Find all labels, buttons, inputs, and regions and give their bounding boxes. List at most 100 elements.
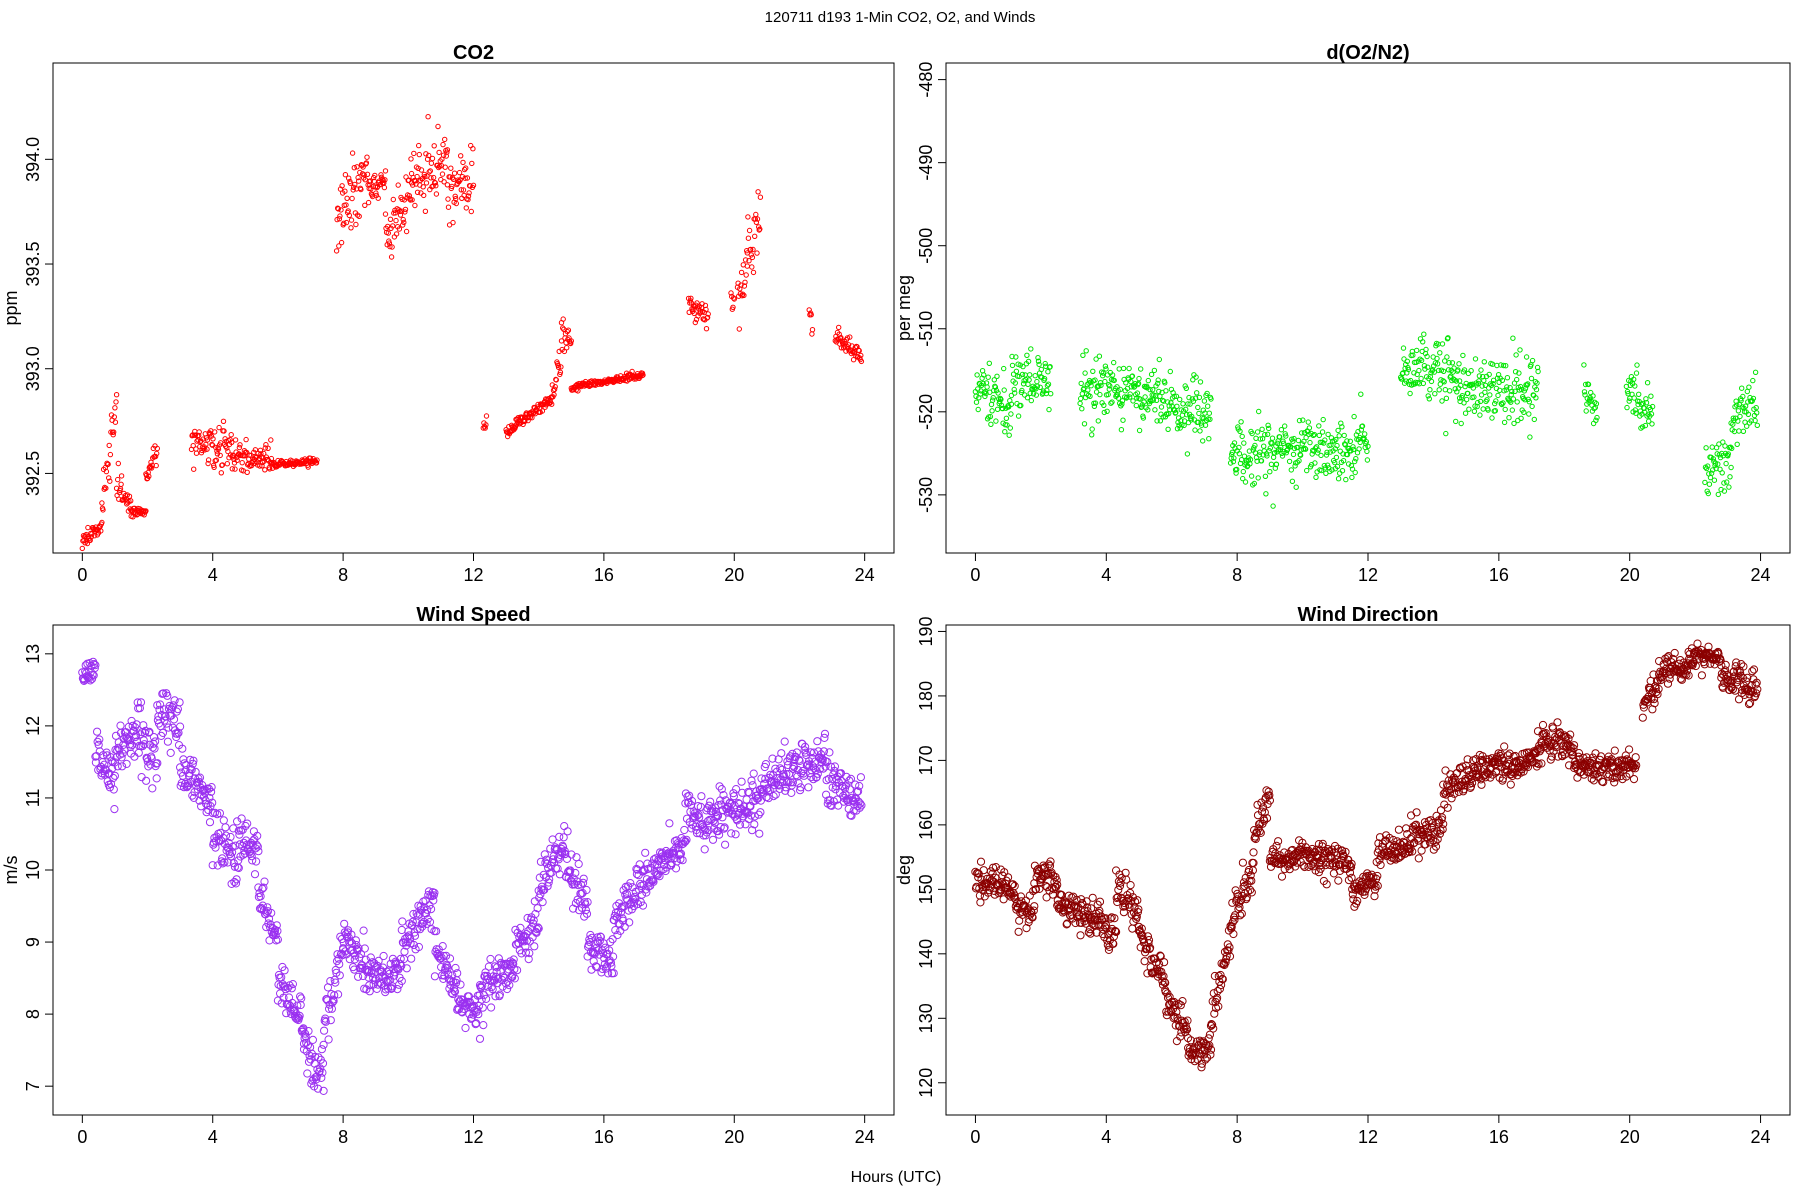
data-point xyxy=(1269,440,1275,446)
data-point xyxy=(440,152,447,158)
data-point xyxy=(265,445,271,451)
data-point xyxy=(1200,438,1206,444)
data-point xyxy=(525,949,534,958)
data-point xyxy=(1436,387,1442,393)
data-point xyxy=(234,863,243,873)
data-point xyxy=(1433,835,1442,844)
data-point xyxy=(579,878,588,887)
data-point xyxy=(754,250,760,256)
data-point xyxy=(326,977,335,986)
data-point xyxy=(1599,778,1608,787)
data-point xyxy=(757,194,764,200)
data-point xyxy=(1269,435,1276,441)
data-point xyxy=(1172,1007,1181,1017)
data-point xyxy=(847,811,856,820)
y-tick-label: 190 xyxy=(916,616,936,646)
data-point xyxy=(228,848,237,857)
data-point xyxy=(128,498,134,504)
data-point xyxy=(158,728,167,738)
data-point xyxy=(605,946,614,955)
data-point xyxy=(244,469,250,475)
data-point xyxy=(1585,381,1592,388)
data-point xyxy=(1541,729,1550,738)
data-point xyxy=(1047,364,1053,370)
data-point xyxy=(461,1023,470,1033)
data-point xyxy=(1434,355,1440,362)
data-point xyxy=(1100,922,1110,931)
data-point xyxy=(529,919,538,928)
data-point xyxy=(1478,367,1484,373)
data-point xyxy=(1254,429,1261,435)
data-point xyxy=(1228,918,1237,927)
data-point xyxy=(236,444,243,451)
data-point xyxy=(745,235,752,241)
data-point xyxy=(1407,390,1413,397)
data-point xyxy=(796,786,805,795)
data-point xyxy=(1104,408,1110,414)
data-point xyxy=(1752,417,1758,424)
data-point xyxy=(687,824,696,833)
data-point xyxy=(1352,458,1358,465)
data-point xyxy=(976,898,985,907)
data-point xyxy=(858,352,864,359)
data-point xyxy=(713,811,723,821)
data-point xyxy=(1103,366,1109,372)
data-point xyxy=(164,723,173,732)
data-point xyxy=(205,818,215,827)
data-point xyxy=(228,432,234,438)
data-point xyxy=(742,279,748,285)
data-point xyxy=(115,476,121,483)
data-point xyxy=(1213,987,1222,996)
data-point xyxy=(1028,346,1034,352)
data-point xyxy=(505,981,514,990)
data-point xyxy=(253,831,262,841)
data-point xyxy=(1087,904,1096,913)
data-point xyxy=(166,748,175,758)
data-point xyxy=(411,150,417,157)
data-point xyxy=(1710,456,1717,462)
data-point xyxy=(1038,874,1047,883)
data-point xyxy=(1171,1021,1180,1030)
data-point xyxy=(837,776,846,786)
data-point xyxy=(353,221,359,228)
data-point xyxy=(433,191,440,197)
data-point xyxy=(448,165,454,171)
data-point xyxy=(1127,394,1133,400)
data-point xyxy=(333,248,340,254)
data-point xyxy=(1078,395,1084,402)
data-point xyxy=(398,917,407,926)
data-point xyxy=(1088,383,1094,389)
data-point xyxy=(740,291,746,297)
data-point xyxy=(462,175,468,181)
data-point xyxy=(1008,401,1015,407)
data-point xyxy=(568,340,574,347)
data-point xyxy=(665,819,674,828)
data-point xyxy=(1102,921,1111,930)
data-point xyxy=(1450,789,1459,798)
data-point xyxy=(1720,439,1726,445)
data-point xyxy=(110,805,119,814)
data-point xyxy=(232,875,241,884)
data-point xyxy=(1283,450,1290,456)
data-point xyxy=(616,908,626,917)
data-point xyxy=(795,756,804,766)
data-point xyxy=(1347,438,1354,444)
data-point xyxy=(113,762,122,771)
data-point xyxy=(1432,391,1438,397)
data-point xyxy=(1162,380,1168,386)
data-point xyxy=(995,390,1001,396)
data-point xyxy=(1128,378,1134,385)
data-point xyxy=(1073,913,1082,922)
data-point xyxy=(989,408,995,414)
data-point xyxy=(115,460,122,467)
data-point xyxy=(220,858,229,867)
data-point xyxy=(822,776,831,785)
data-point xyxy=(111,414,118,420)
data-point xyxy=(754,216,761,222)
data-point xyxy=(317,1045,326,1054)
data-point xyxy=(1079,406,1085,412)
y-tick-label: -510 xyxy=(916,311,936,347)
data-point xyxy=(79,545,86,552)
y-tick-label: 160 xyxy=(916,810,936,840)
